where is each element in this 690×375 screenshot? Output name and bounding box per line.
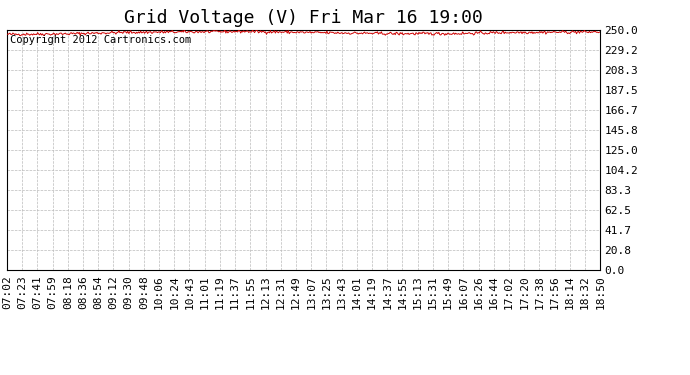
Title: Grid Voltage (V) Fri Mar 16 19:00: Grid Voltage (V) Fri Mar 16 19:00	[124, 9, 483, 27]
Text: Copyright 2012 Cartronics.com: Copyright 2012 Cartronics.com	[10, 35, 191, 45]
